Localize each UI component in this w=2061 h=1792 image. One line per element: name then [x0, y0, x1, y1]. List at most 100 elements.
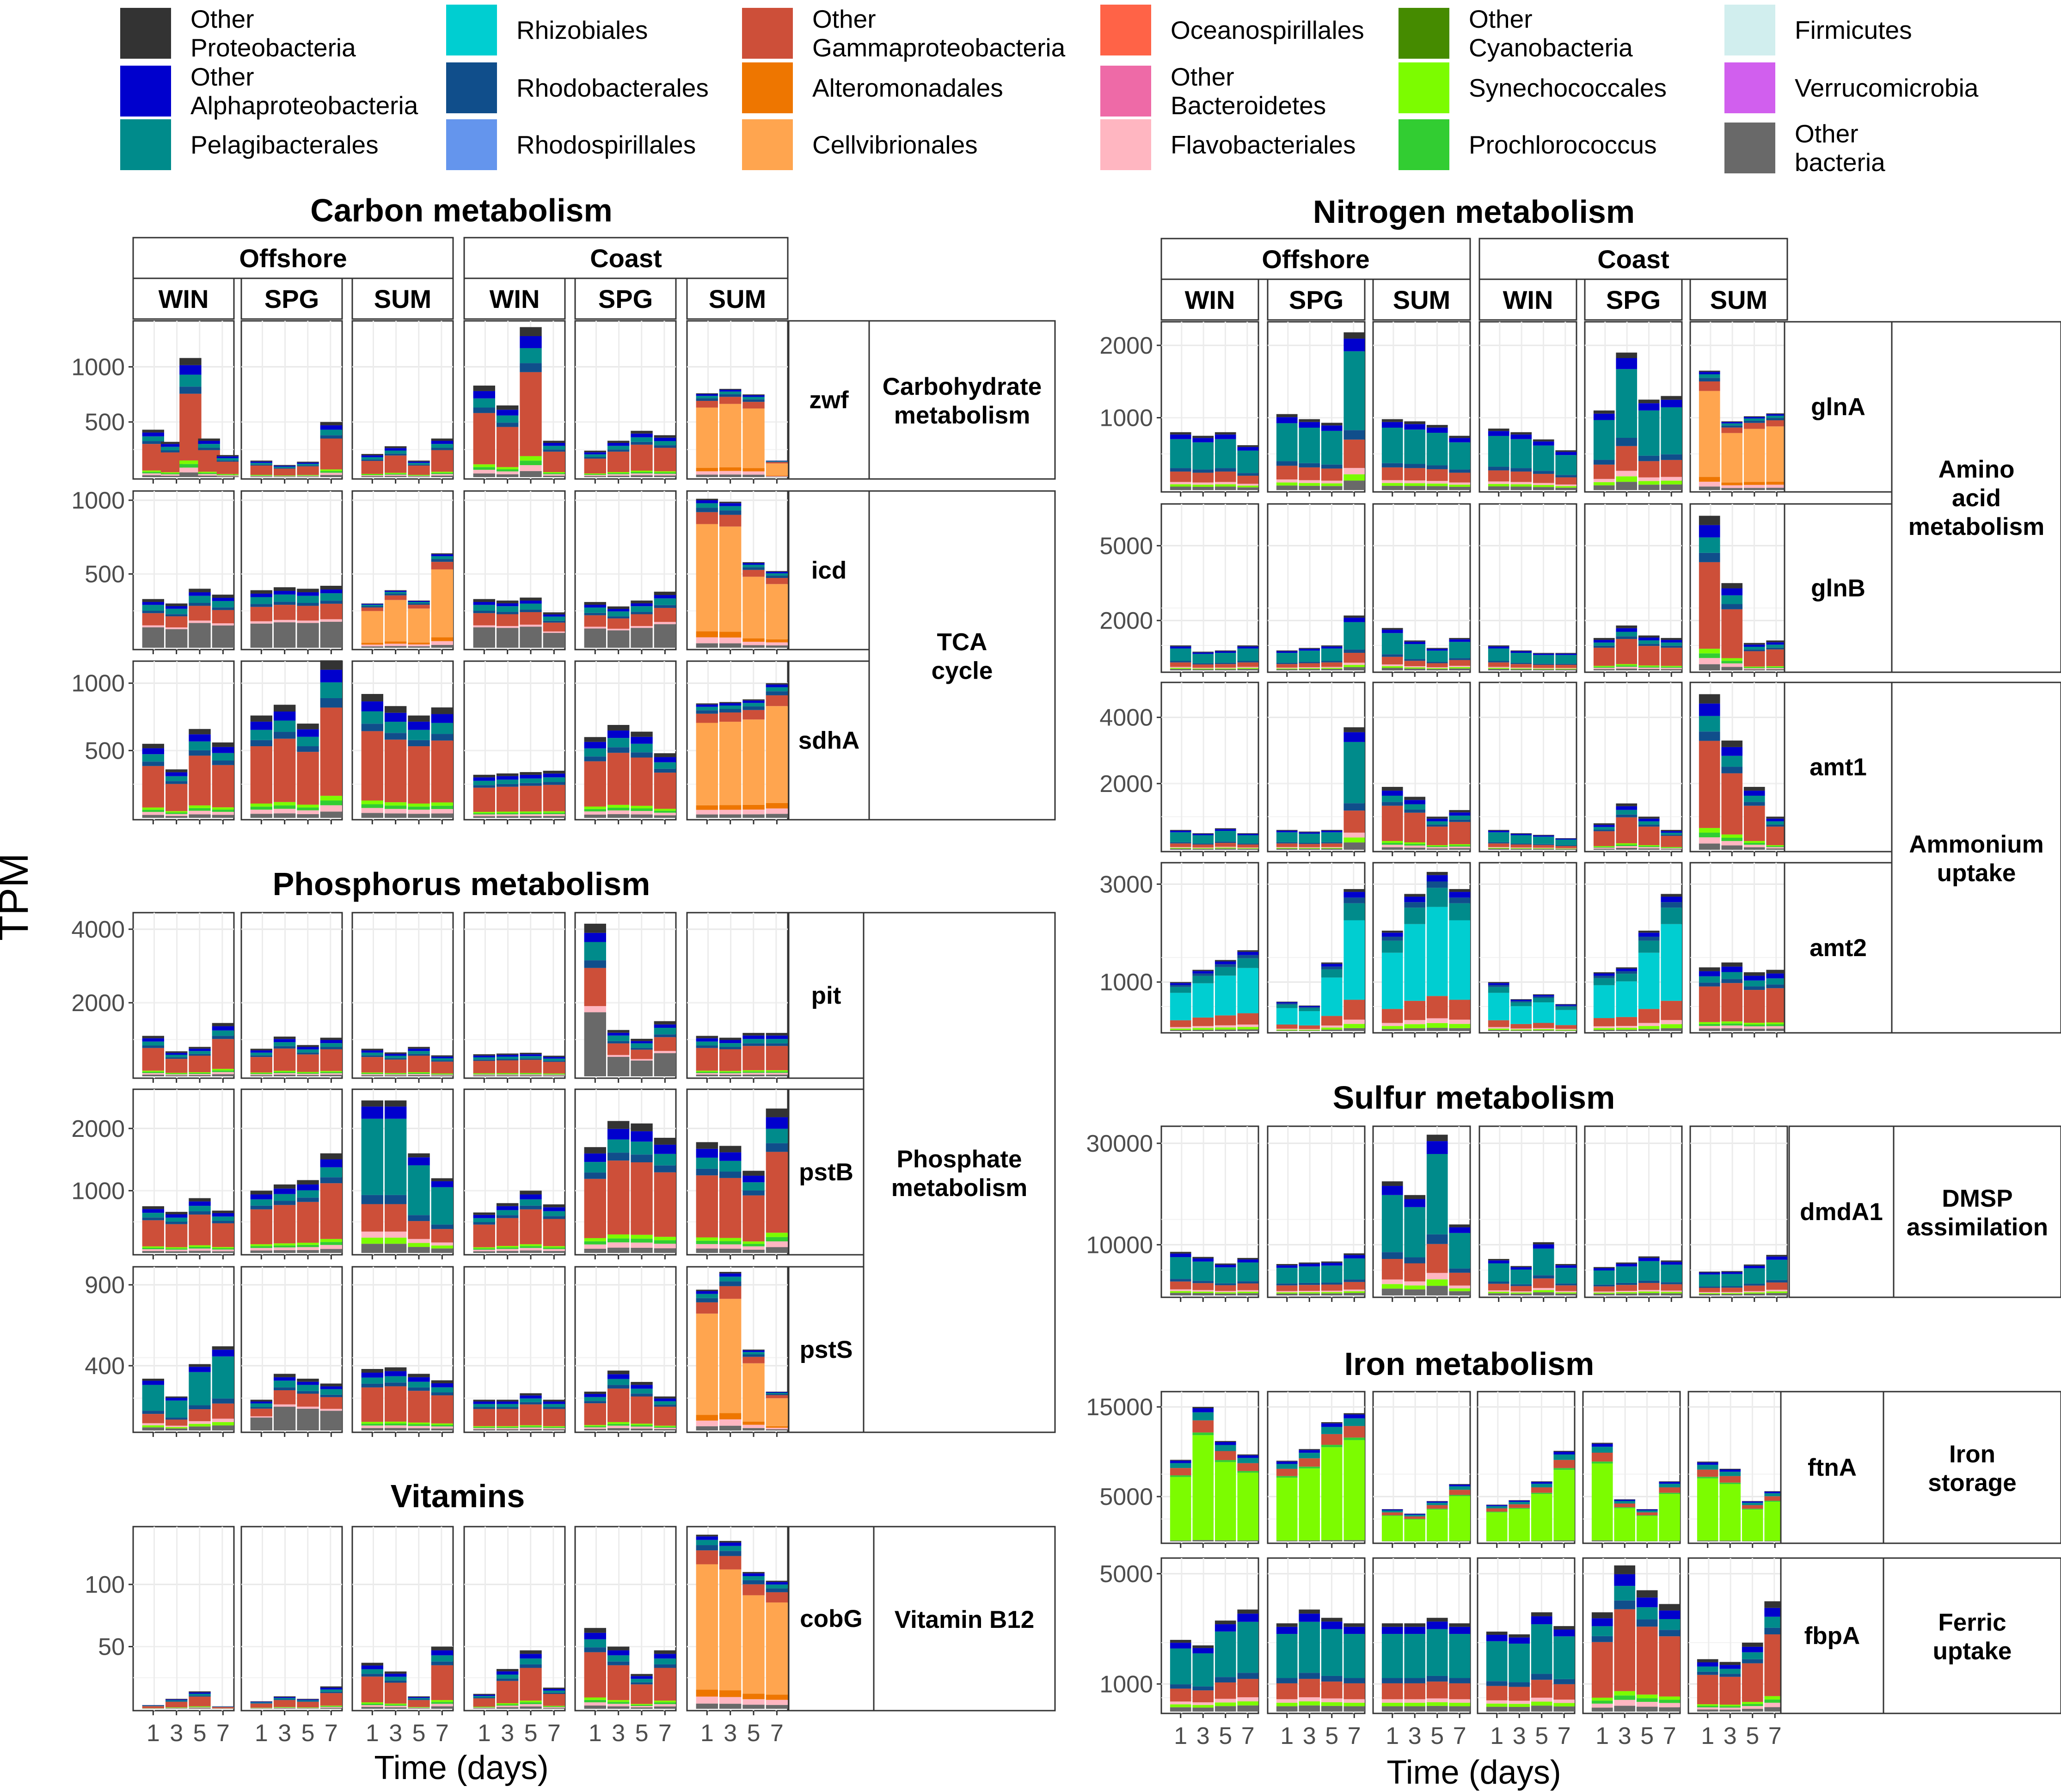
y-tick-label: 1000	[71, 354, 125, 380]
bar-segment	[1404, 1028, 1426, 1031]
bar-segment	[1555, 1004, 1577, 1006]
bar-segment	[1699, 1024, 1720, 1026]
bar-segment	[1404, 1623, 1426, 1627]
bar-segment	[1192, 971, 1214, 974]
bar-segment	[1449, 469, 1471, 473]
bar-segment	[384, 590, 407, 592]
bar-segment	[1699, 378, 1720, 381]
bar-segment	[1170, 1028, 1191, 1030]
bar-segment	[520, 1246, 542, 1248]
bar-segment	[496, 1060, 519, 1074]
bar-segment	[1638, 1029, 1660, 1031]
bar-segment	[1661, 1290, 1682, 1292]
bar-segment	[361, 476, 384, 477]
bar-segment	[1593, 410, 1615, 414]
bar-segment	[1766, 978, 1788, 985]
bar-segment	[696, 1038, 718, 1042]
bar-segment	[1488, 661, 1509, 663]
gene-strip	[1784, 321, 1893, 493]
bar-segment	[1321, 1434, 1343, 1445]
gene-strip	[788, 1526, 875, 1712]
bar-segment	[631, 1060, 653, 1076]
bar-segment	[1533, 994, 1554, 995]
bar-segment	[1215, 1263, 1236, 1265]
bar-segment	[361, 473, 384, 475]
bar-segment	[520, 1209, 542, 1245]
bar-segment	[1381, 791, 1403, 796]
bar-segment	[1381, 796, 1403, 802]
bar-segment	[631, 626, 653, 628]
bar-segment	[431, 1425, 454, 1427]
bar-segment	[473, 1251, 496, 1253]
bar-segment	[1299, 649, 1320, 651]
season-strip-label: SPG	[598, 284, 653, 313]
bar-segment	[408, 608, 430, 643]
bar-segment	[361, 1387, 384, 1422]
bar-segment	[250, 1057, 273, 1073]
bar-segment	[1343, 351, 1365, 430]
bar-segment	[520, 1194, 542, 1200]
bar-segment	[165, 781, 188, 784]
bar-segment	[1192, 848, 1214, 850]
bar-segment	[1381, 1279, 1403, 1284]
bar-segment	[1555, 653, 1577, 655]
bar-stack	[1276, 650, 1298, 670]
bar-segment	[631, 814, 653, 818]
bar-segment	[473, 625, 496, 627]
bar-segment	[607, 1139, 630, 1153]
bar-segment	[607, 807, 630, 810]
bar-stack	[631, 1674, 653, 1709]
bar-segment	[1661, 638, 1682, 640]
bar-segment	[742, 1699, 765, 1705]
legend-swatch	[742, 8, 793, 59]
bar-segment	[584, 748, 607, 757]
bar-segment	[473, 1399, 496, 1402]
bar-segment	[1591, 1447, 1613, 1453]
bar-segment	[1721, 661, 1743, 663]
bar-segment	[607, 442, 630, 446]
bar-segment	[431, 805, 454, 809]
panel-title: Nitrogen metabolism	[1313, 194, 1635, 230]
bar-segment	[142, 1073, 165, 1075]
bar-segment	[1743, 791, 1765, 796]
bar-segment	[742, 394, 765, 395]
bar-stack	[250, 460, 273, 477]
bar-segment	[584, 1394, 607, 1397]
bar-segment	[631, 1424, 653, 1425]
bar-segment	[1699, 525, 1720, 538]
bar-segment	[1299, 1609, 1320, 1614]
bar-segment	[1531, 1494, 1552, 1541]
bar-segment	[1381, 1009, 1403, 1023]
bar-segment	[1661, 849, 1682, 850]
bar-segment	[1381, 1510, 1403, 1513]
bar-segment	[1381, 467, 1403, 480]
bar-segment	[1215, 432, 1236, 435]
bar-stack	[520, 1393, 542, 1430]
bar-segment	[1170, 848, 1191, 850]
pathway-strip	[1883, 1391, 2061, 1544]
bar-segment	[273, 1250, 296, 1253]
bar-segment	[250, 621, 273, 624]
bar-segment	[766, 808, 788, 814]
bar-segment	[696, 1244, 718, 1249]
bar-segment	[1170, 482, 1191, 485]
bar-segment	[473, 1059, 496, 1061]
bar-segment	[584, 1652, 607, 1698]
bar-segment	[1381, 1181, 1403, 1186]
bar-segment	[473, 1697, 496, 1699]
bar-segment	[1509, 1509, 1530, 1541]
bar-segment	[1426, 1702, 1448, 1706]
bar-segment	[1555, 1264, 1577, 1265]
bar-segment	[1555, 1268, 1577, 1284]
bar-segment	[250, 730, 273, 740]
bar-segment	[1638, 818, 1660, 822]
bar-segment	[543, 1211, 565, 1216]
bar-stack	[1343, 727, 1365, 850]
x-tick-label: 3	[1513, 1723, 1526, 1749]
bar-segment	[1426, 1501, 1448, 1502]
bar-segment	[607, 474, 630, 476]
bar-segment	[766, 576, 788, 578]
panel-title: Carbon metabolism	[310, 192, 612, 228]
bar-segment	[297, 1072, 319, 1073]
bar-segment	[142, 472, 165, 473]
